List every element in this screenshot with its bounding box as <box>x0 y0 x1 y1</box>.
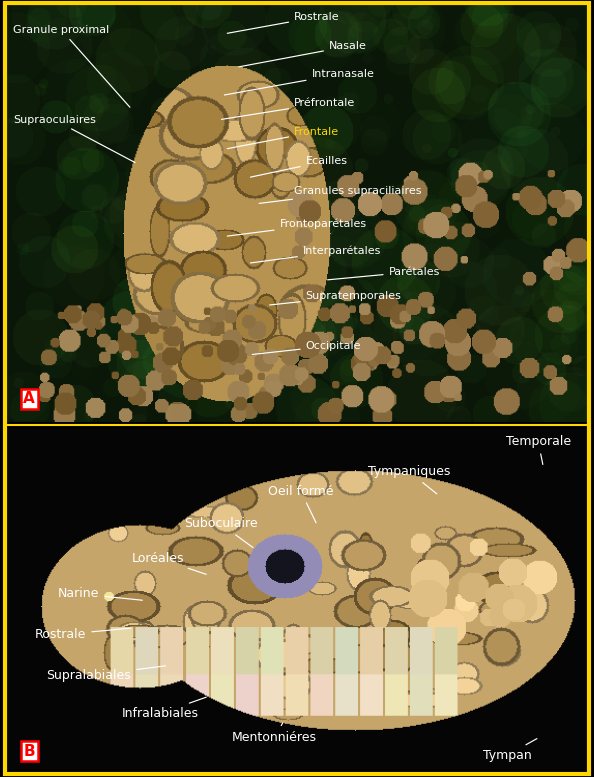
Text: Frontoparétales: Frontoparétales <box>228 218 366 236</box>
Text: Nasale: Nasale <box>239 41 366 67</box>
Text: Tympan: Tympan <box>482 739 537 762</box>
Text: Interparétales: Interparétales <box>251 246 381 263</box>
Text: Narine: Narine <box>58 587 143 601</box>
Text: Temporale: Temporale <box>505 435 571 465</box>
Text: Ecailles: Ecailles <box>251 156 347 177</box>
Text: Préfrontale: Préfrontale <box>222 98 355 120</box>
Text: Rostrale: Rostrale <box>35 628 131 641</box>
Text: Supratemporales: Supratemporales <box>270 291 402 305</box>
Text: Tympaniques: Tympaniques <box>368 465 450 494</box>
Text: Oeil formé: Oeil formé <box>268 485 333 523</box>
Text: Frontale: Frontale <box>228 127 339 148</box>
Text: Infralabiales: Infralabiales <box>122 697 206 720</box>
Text: Rostrale: Rostrale <box>228 12 340 33</box>
Text: B: B <box>23 744 35 759</box>
Text: Loréales: Loréales <box>132 552 206 574</box>
Text: Granule proximal: Granule proximal <box>13 25 130 107</box>
Text: Intranasale: Intranasale <box>225 68 374 95</box>
Text: Mentonniéres: Mentonniéres <box>232 723 317 744</box>
Text: A: A <box>23 392 35 406</box>
Text: Granules supraciliaires: Granules supraciliaires <box>259 186 422 204</box>
Text: Supraoculaires: Supraoculaires <box>13 115 135 162</box>
Text: Parétales: Parétales <box>328 267 440 280</box>
Text: Suboculaire: Suboculaire <box>184 517 258 548</box>
Text: Occipitale: Occipitale <box>252 340 361 354</box>
Text: Supralabiales: Supralabiales <box>46 666 166 682</box>
